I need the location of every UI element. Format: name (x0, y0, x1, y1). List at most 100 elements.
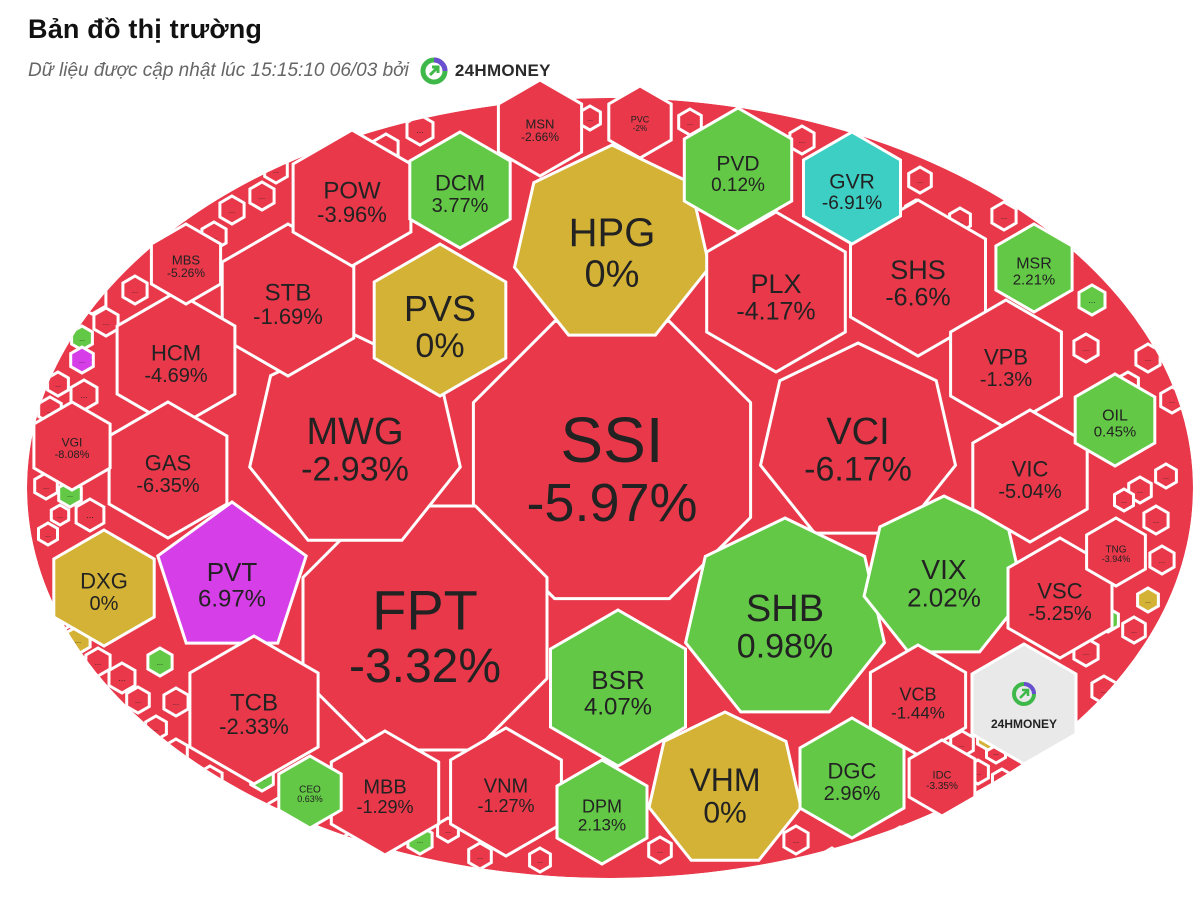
small-stock-tile[interactable]: ... (146, 646, 174, 678)
tile-shape[interactable] (682, 106, 794, 234)
small-stock-tile[interactable]: ... (162, 686, 190, 718)
brand-link[interactable]: 24HMONEY (419, 56, 551, 86)
tile-shape[interactable] (156, 500, 308, 645)
small-tile-shape[interactable] (990, 200, 1018, 232)
tile-shape[interactable] (549, 608, 687, 768)
small-stock-tile[interactable]: ... (782, 824, 810, 856)
small-tile-shape[interactable] (647, 835, 673, 865)
small-stock-tile[interactable]: ... (788, 124, 816, 156)
small-tile-shape[interactable] (146, 646, 174, 678)
stock-tile-mbb[interactable]: MBB-1.29% (329, 729, 441, 857)
small-tile-shape[interactable] (528, 846, 552, 874)
tile-shape[interactable] (188, 634, 320, 786)
small-stock-tile[interactable]: ... (121, 274, 149, 306)
small-stock-tile[interactable]: ... (144, 714, 168, 742)
stock-tile-vpb[interactable]: VPB-1.3% (949, 298, 1063, 430)
tile-shape[interactable] (408, 130, 512, 250)
small-stock-tile[interactable]: ... (1121, 615, 1147, 645)
small-stock-tile[interactable]: ... (1134, 342, 1162, 374)
small-stock-tile[interactable]: ... (1142, 504, 1170, 536)
small-tile-shape[interactable] (248, 180, 276, 212)
stock-tile-vci[interactable]: VCI-6.17% (758, 341, 958, 535)
small-stock-tile[interactable]: ... (887, 825, 913, 855)
tile-shape[interactable] (607, 84, 673, 160)
small-stock-tile[interactable]: ... (1136, 586, 1160, 614)
tile-shape[interactable] (149, 222, 223, 306)
stock-tile-stb[interactable]: STB-1.69% (220, 222, 356, 378)
small-tile-shape[interactable] (1148, 544, 1176, 576)
center-logo-tile[interactable]: 24HMONEY (970, 642, 1078, 766)
small-stock-tile[interactable]: ... (1148, 544, 1176, 576)
small-tile-shape[interactable] (1072, 332, 1100, 364)
stock-tile-tcb[interactable]: TCB-2.33% (188, 634, 320, 786)
stock-tile-fpt[interactable]: FPT-3.32% (301, 504, 549, 752)
small-stock-tile[interactable]: ... (84, 646, 112, 678)
small-tile-shape[interactable] (125, 685, 151, 715)
stock-tile-pow[interactable]: POW-3.96% (291, 128, 413, 268)
small-tile-shape[interactable] (788, 124, 816, 156)
small-stock-tile[interactable]: ... (1147, 305, 1173, 335)
small-tile-shape[interactable] (49, 503, 71, 527)
tile-shape[interactable] (862, 494, 1026, 654)
stock-tile-gvr[interactable]: GVR-6.91% (802, 130, 902, 246)
stock-tile-vnm[interactable]: VNM-1.27% (449, 726, 563, 858)
small-tile-shape[interactable] (1154, 462, 1178, 490)
tile-shape[interactable] (496, 78, 584, 178)
small-stock-tile[interactable]: ... (1159, 385, 1185, 415)
small-stock-tile[interactable]: ... (125, 685, 151, 715)
small-stock-tile[interactable]: ... (263, 155, 289, 185)
small-stock-tile[interactable]: ... (1072, 332, 1100, 364)
small-tile-shape[interactable] (1077, 283, 1107, 317)
small-tile-shape[interactable] (405, 113, 435, 147)
small-tile-shape[interactable] (121, 274, 149, 306)
small-stock-tile[interactable]: ... (405, 113, 435, 147)
stock-tile-plx[interactable]: PLX-4.17% (705, 210, 847, 374)
small-tile-shape[interactable] (1121, 615, 1147, 645)
small-stock-tile[interactable]: ... (196, 764, 224, 796)
tile-shape[interactable] (1073, 372, 1157, 468)
small-stock-tile[interactable]: ... (248, 180, 276, 212)
stock-tile-mbs[interactable]: MBS-5.26% (149, 222, 223, 306)
small-stock-tile[interactable]: ... (1090, 674, 1118, 706)
small-stock-tile[interactable]: ... (528, 846, 552, 874)
small-stock-tile[interactable]: ... (218, 194, 246, 226)
stock-tile-vgi[interactable]: VGI-8.08% (32, 400, 112, 492)
small-stock-tile[interactable]: ... (69, 345, 95, 375)
small-stock-tile[interactable]: ... (49, 503, 71, 527)
small-tile-shape[interactable] (991, 767, 1013, 793)
small-tile-shape[interactable] (218, 194, 246, 226)
small-stock-tile[interactable]: ... (107, 661, 137, 695)
stock-tile-pvc[interactable]: PVC-2% (607, 84, 673, 160)
stock-tile-hcm[interactable]: HCM-4.69% (115, 290, 237, 430)
small-stock-tile[interactable]: ... (92, 306, 120, 338)
small-stock-tile[interactable]: ... (46, 370, 70, 398)
small-tile-shape[interactable] (196, 764, 224, 796)
tile-shape[interactable] (758, 341, 958, 535)
small-stock-tile[interactable]: ... (820, 846, 844, 874)
small-tile-shape[interactable] (92, 306, 120, 338)
tile-shape[interactable] (471, 319, 753, 601)
small-stock-tile[interactable]: ... (647, 835, 673, 865)
stock-tile-msn[interactable]: MSN-2.66% (496, 78, 584, 178)
small-tile-shape[interactable] (820, 846, 844, 874)
small-stock-tile[interactable]: ... (74, 497, 106, 533)
tile-shape[interactable] (449, 726, 563, 858)
small-tile-shape[interactable] (907, 165, 933, 195)
tile-shape[interactable] (994, 222, 1074, 314)
small-stock-tile[interactable]: ... (1154, 462, 1178, 490)
small-tile-shape[interactable] (163, 737, 189, 767)
small-tile-shape[interactable] (1136, 586, 1160, 614)
small-tile-shape[interactable] (1147, 305, 1173, 335)
tile-shape[interactable] (907, 738, 977, 818)
small-tile-shape[interactable] (1142, 504, 1170, 536)
